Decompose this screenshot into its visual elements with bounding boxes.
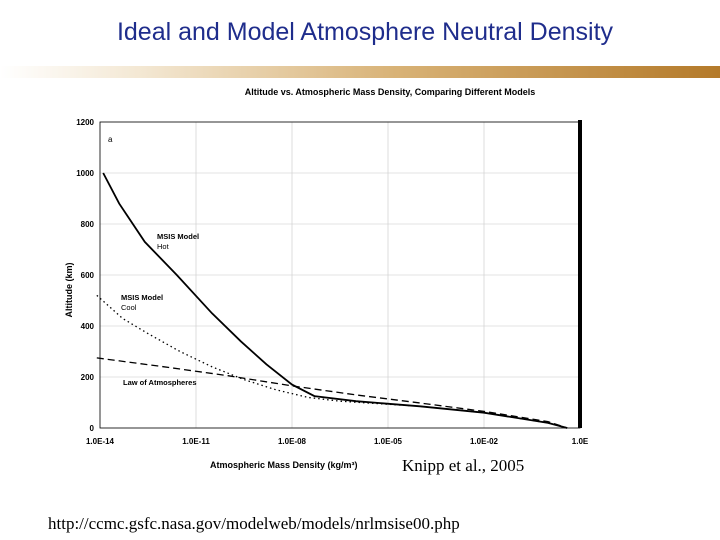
chart-title: Altitude vs. Atmospheric Mass Density, C… bbox=[245, 87, 536, 97]
series-label: MSIS Model bbox=[121, 293, 163, 302]
density-chart: Altitude vs. Atmospheric Mass Density, C… bbox=[64, 87, 589, 470]
x-tick-label: 1.0E-08 bbox=[278, 437, 307, 446]
y-tick-label: 1200 bbox=[76, 118, 94, 127]
series-line-0 bbox=[102, 172, 568, 429]
slide-title: Ideal and Model Atmosphere Neutral Densi… bbox=[116, 18, 614, 46]
y-tick-label: 400 bbox=[81, 322, 95, 331]
x-axis-label: Atmospheric Mass Density (kg/m³) bbox=[210, 460, 358, 470]
series-label: Law of Atmospheres bbox=[123, 378, 196, 387]
series-label: Cool bbox=[121, 303, 137, 312]
y-tick-label: 0 bbox=[90, 424, 95, 433]
x-tick-label: 1.0E-14 bbox=[86, 437, 115, 446]
x-tick-label: 1.0E-11 bbox=[182, 437, 210, 446]
y-tick-labels: 0 200 400 600 800 1000 1200 bbox=[76, 118, 94, 433]
x-tick-labels: 1.0E-14 1.0E-11 1.0E-08 1.0E-05 1.0E-02 1.0E bbox=[86, 437, 589, 446]
title-underline-bar bbox=[0, 66, 720, 78]
series-label: MSIS Model bbox=[157, 232, 199, 241]
source-url[interactable]: http://ccmc.gsfc.nasa.gov/modelweb/model… bbox=[48, 514, 460, 533]
y-tick-label: 200 bbox=[81, 373, 95, 382]
y-tick-label: 800 bbox=[81, 220, 95, 229]
y-tick-label: 1000 bbox=[76, 169, 94, 178]
series-lines bbox=[96, 172, 568, 429]
y-axis-label: Altitude (km) bbox=[64, 262, 74, 317]
series-label: Hot bbox=[157, 242, 170, 251]
x-tick-label: 1.0E-02 bbox=[470, 437, 499, 446]
panel-label: a bbox=[108, 135, 113, 144]
series-line-2 bbox=[96, 357, 568, 429]
y-tick-label: 600 bbox=[81, 271, 95, 280]
x-tick-label: 1.0E-05 bbox=[374, 437, 403, 446]
series-line-1 bbox=[96, 294, 568, 429]
x-tick-label: 1.0E bbox=[572, 437, 589, 446]
citation-credit: Knipp et al., 2005 bbox=[402, 456, 525, 475]
